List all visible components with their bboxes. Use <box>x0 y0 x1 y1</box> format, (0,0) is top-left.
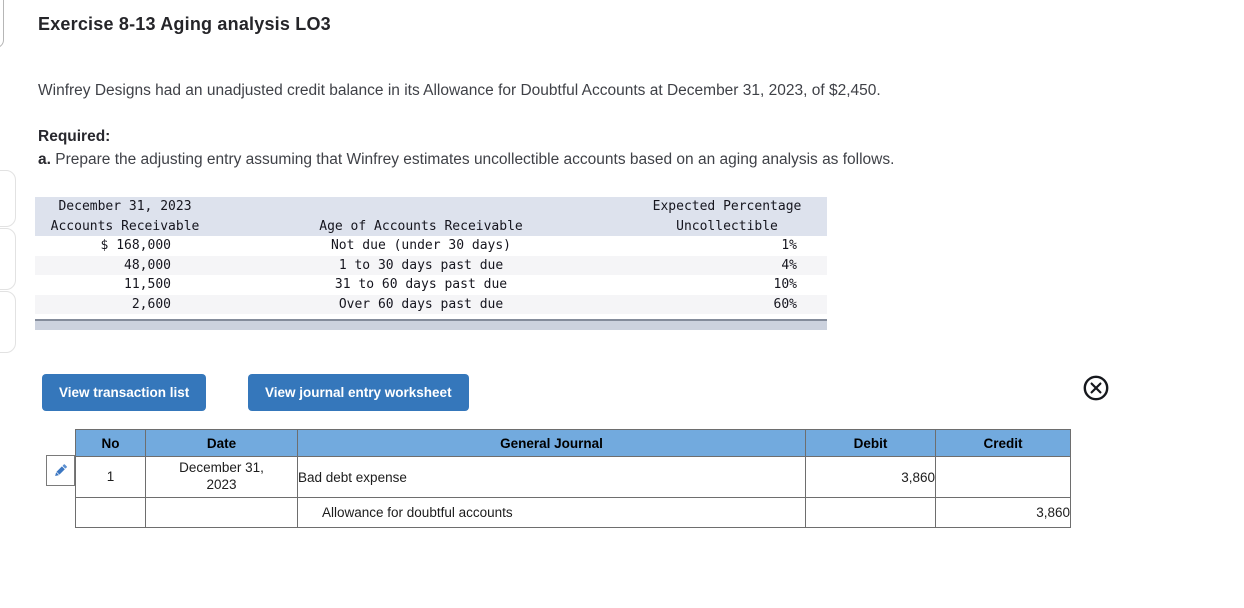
requirement-a-letter: a. <box>38 151 51 168</box>
problem-intro-text: Winfrey Designs had an unadjusted credit… <box>38 82 881 99</box>
aging-header-col3-line1: Expected Percentage <box>652 199 802 214</box>
aging-age: 1 to 30 days past due <box>338 257 504 273</box>
aging-percent: 60% <box>773 296 797 312</box>
aging-header-col2-line1 <box>215 197 627 217</box>
journal-entry-row: Allowance for doubtful accounts 3,860 <box>75 497 1071 528</box>
required-label: Required: <box>38 128 111 145</box>
aging-amount: 48,000 <box>124 257 171 273</box>
left-edge-panel-fragment <box>0 170 16 227</box>
aging-table-row: 11,500 31 to 60 days past due 10% <box>35 275 827 295</box>
aging-percent: 1% <box>781 238 797 253</box>
journal-credit-cell: 3,860 <box>935 497 1071 528</box>
journal-header-date: Date <box>145 429 298 457</box>
journal-header-row: No Date General Journal Debit Credit <box>75 429 1071 457</box>
aging-percent: 10% <box>773 277 797 292</box>
journal-no-cell: 1 <box>75 456 146 498</box>
left-edge-panel-fragment <box>0 0 4 48</box>
aging-percent: 4% <box>781 257 797 273</box>
journal-date-line2: 2023 <box>206 477 237 492</box>
aging-age: Not due (under 30 days) <box>330 238 511 253</box>
aging-header-col1-line1: December 31, 2023 <box>58 199 192 214</box>
aging-header-col2-line2: Age of Accounts Receivable <box>319 218 523 234</box>
requirement-a-text: a. Prepare the adjusting entry assuming … <box>38 151 894 169</box>
view-journal-entry-worksheet-button[interactable]: View journal entry worksheet <box>248 374 469 411</box>
journal-no-cell <box>75 497 146 528</box>
view-transaction-list-button[interactable]: View transaction list <box>42 374 207 411</box>
aging-amount: 11,500 <box>124 277 171 292</box>
aging-analysis-table: December 31, 2023 Expected Percentage Ac… <box>35 197 827 314</box>
journal-debit-cell <box>805 497 936 528</box>
journal-date-cell: December 31, 2023 <box>145 456 298 498</box>
journal-account-cell: Bad debt expense <box>297 456 806 498</box>
journal-account-cell: Allowance for doubtful accounts <box>297 497 806 528</box>
journal-header-general-journal: General Journal <box>297 429 806 457</box>
edit-entry-button[interactable] <box>46 455 75 486</box>
left-edge-panel-fragment <box>0 228 16 290</box>
aging-table-row: $ 168,000 Not due (under 30 days) 1% <box>35 236 827 256</box>
aging-table-row: 2,600 Over 60 days past due 60% <box>35 294 827 314</box>
aging-age: Over 60 days past due <box>338 296 504 312</box>
journal-date-cell <box>145 497 298 528</box>
aging-amount: 2,600 <box>131 296 171 312</box>
left-edge-panel-fragment <box>0 291 16 353</box>
aging-amount: $ 168,000 <box>100 238 171 253</box>
requirement-a-body: Prepare the adjusting entry assuming tha… <box>50 151 895 168</box>
page-title: Exercise 8-13 Aging analysis LO3 <box>38 14 331 34</box>
aging-table-header: December 31, 2023 Expected Percentage Ac… <box>35 197 827 236</box>
journal-credit-cell <box>935 456 1071 498</box>
journal-header-credit: Credit <box>935 429 1071 457</box>
journal-entry-table: No Date General Journal Debit Credit 1 D… <box>75 429 1071 528</box>
pencil-icon <box>55 464 67 477</box>
aging-header-col1-line2: Accounts Receivable <box>50 218 200 234</box>
aging-table-row: 48,000 1 to 30 days past due 4% <box>35 255 827 275</box>
journal-debit-cell: 3,860 <box>805 456 936 498</box>
journal-header-no: No <box>75 429 146 457</box>
journal-entry-row: 1 December 31, 2023 Bad debt expense 3,8… <box>75 456 1071 498</box>
journal-header-debit: Debit <box>805 429 936 457</box>
aging-header-col3-line2: Uncollectible <box>676 218 778 234</box>
horizontal-scrollbar[interactable] <box>35 319 827 330</box>
journal-date-line1: December 31, <box>179 460 264 476</box>
close-icon[interactable] <box>1082 374 1110 402</box>
aging-age: 31 to 60 days past due <box>334 277 508 292</box>
